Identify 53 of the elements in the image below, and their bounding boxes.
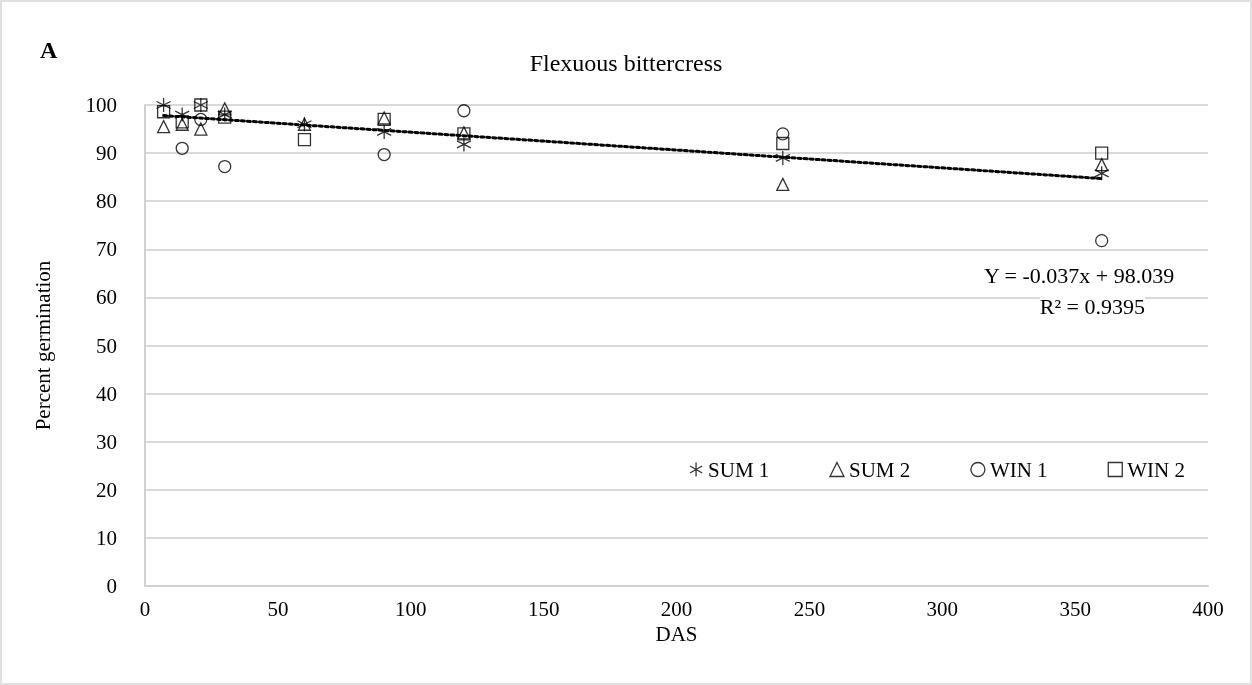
y-tick-label: 50 bbox=[96, 333, 117, 358]
point bbox=[1095, 234, 1109, 248]
point bbox=[775, 150, 791, 166]
point bbox=[776, 136, 790, 151]
y-tick-label: 90 bbox=[96, 141, 117, 166]
x-tick-label: 350 bbox=[1059, 596, 1091, 621]
point bbox=[218, 110, 232, 124]
y-tick-label: 40 bbox=[96, 381, 117, 406]
point bbox=[217, 106, 233, 123]
x-tick-label: 200 bbox=[660, 596, 693, 621]
point bbox=[1095, 157, 1109, 172]
y-tick-label: 20 bbox=[96, 477, 117, 502]
y-tick-label: 70 bbox=[96, 237, 117, 262]
x-axis-title: DAS bbox=[655, 622, 698, 647]
point bbox=[218, 159, 232, 174]
point bbox=[377, 147, 391, 162]
point bbox=[776, 177, 790, 192]
point bbox=[218, 102, 232, 116]
legend-label: WIN 1 bbox=[989, 457, 1048, 482]
x-tick-label: 300 bbox=[926, 596, 958, 621]
x-tick-label: 0 bbox=[139, 596, 151, 621]
annotation: Y = -0.037x + 98.039 bbox=[983, 262, 1175, 288]
x-tick-label: 100 bbox=[395, 596, 427, 621]
y-tick-label: 30 bbox=[96, 429, 117, 454]
x-tick-label: 50 bbox=[267, 596, 289, 621]
legend-label: WIN 2 bbox=[1127, 457, 1185, 482]
point bbox=[174, 106, 190, 123]
point bbox=[297, 132, 312, 147]
x-tick-label: 150 bbox=[527, 596, 560, 621]
legend-label: SUM 1 bbox=[708, 457, 770, 482]
point bbox=[156, 105, 171, 119]
y-tick-label: 80 bbox=[96, 189, 117, 214]
x-tick-label: 250 bbox=[793, 596, 826, 621]
point bbox=[776, 127, 790, 141]
y-axis-title: Percent germination bbox=[30, 260, 55, 431]
point bbox=[456, 136, 472, 153]
point bbox=[194, 112, 208, 127]
point bbox=[376, 124, 392, 140]
point bbox=[155, 97, 172, 113]
text: A bbox=[40, 37, 58, 63]
y-tick-label: 100 bbox=[85, 93, 117, 117]
point bbox=[457, 104, 471, 118]
chart-title: Flexuous bittercress bbox=[529, 50, 723, 76]
y-tick-label: 0 bbox=[106, 574, 117, 598]
point bbox=[1095, 146, 1109, 160]
point bbox=[156, 119, 171, 134]
x-tick-label: 400 bbox=[1192, 596, 1224, 621]
annotation: R² = 0.9395 bbox=[1039, 293, 1146, 319]
y-tick-label: 60 bbox=[96, 285, 117, 310]
y-tick-label: 10 bbox=[96, 525, 117, 550]
point bbox=[175, 141, 189, 155]
legend-label: SUM 2 bbox=[848, 457, 911, 482]
point bbox=[194, 122, 208, 136]
